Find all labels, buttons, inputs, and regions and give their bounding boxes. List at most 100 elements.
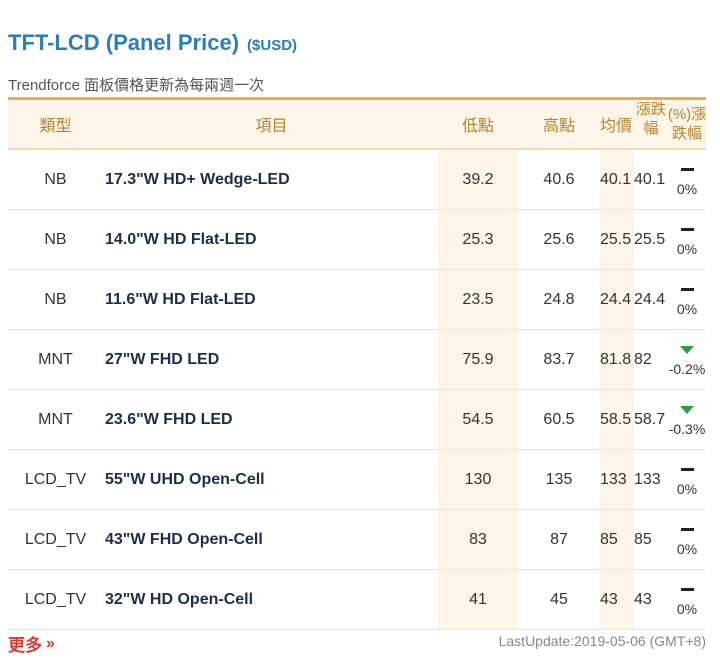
cell-last: 85 [634, 530, 652, 548]
flat-dash-icon [680, 168, 694, 171]
trend-indicator [680, 343, 694, 357]
title-main: TFT-LCD (Panel Price) [8, 30, 240, 55]
col-header-item: 項目 [255, 118, 288, 135]
col-header-low: 低點 [461, 118, 494, 135]
cell-low: 25.3 [438, 210, 518, 269]
col-header-avg: 均價 [600, 118, 633, 135]
change-percent: 0% [676, 300, 698, 317]
cell-low: 41 [438, 570, 518, 629]
cell-low: 39.2 [438, 150, 518, 209]
change-percent: 0% [676, 540, 698, 557]
cell-item[interactable]: 43"W FHD Open-Cell [103, 510, 438, 569]
page-title: TFT-LCD (Panel Price) ($USD) [8, 30, 297, 64]
trend-indicator [680, 283, 694, 297]
table-row[interactable]: LCD_TV 55"W UHD Open-Cell 130 135 133 133 0% [8, 450, 706, 510]
cell-low: 54.5 [438, 390, 518, 449]
flat-dash-icon [680, 288, 694, 291]
cell-last: 25.5 [634, 230, 666, 248]
cell-avg: 58.5 [600, 390, 634, 449]
cell-high: 40.6 [543, 170, 575, 188]
cell-high: 83.7 [543, 350, 575, 368]
cell-change: 0% [668, 270, 706, 329]
cell-avg: 133 [600, 450, 634, 509]
trend-indicator [680, 163, 694, 177]
cell-last: 133 [634, 470, 661, 488]
cell-last: 43 [634, 590, 652, 608]
cell-item[interactable]: 17.3"W HD+ Wedge-LED [103, 150, 438, 209]
table-row[interactable]: LCD_TV 32"W HD Open-Cell 41 45 43 43 0% [8, 570, 706, 630]
table-row[interactable]: MNT 23.6"W FHD LED 54.5 60.5 58.5 58.7 -0.3% [8, 390, 706, 450]
cell-change: 0% [668, 450, 706, 509]
cell-type: MNT [38, 410, 73, 428]
cell-last: 24.4 [634, 290, 666, 308]
table-row[interactable]: NB 14.0"W HD Flat-LED 25.3 25.6 25.5 25.5 0% [8, 210, 706, 270]
col-header-last-line1: 漲跌 [635, 101, 666, 118]
cell-avg: 25.5 [600, 210, 634, 269]
double-chevron-right-icon: » [46, 634, 55, 652]
table-row[interactable]: LCD_TV 43"W FHD Open-Cell 83 87 85 85 0% [8, 510, 706, 570]
trend-indicator [680, 583, 694, 597]
last-update-text: LastUpdate:2019-05-06 (GMT+8) [498, 633, 706, 649]
cell-type: MNT [38, 350, 73, 368]
item-name: 11.6"W HD Flat-LED [105, 290, 256, 308]
table-row[interactable]: NB 17.3"W HD+ Wedge-LED 39.2 40.6 40.1 40.1 0% [8, 150, 706, 210]
cell-avg: 81.8 [600, 330, 634, 389]
cell-change: -0.3% [668, 390, 706, 449]
col-header-last-line2: 幅 [643, 120, 659, 137]
cell-type: NB [44, 170, 67, 188]
cell-item[interactable]: 23.6"W FHD LED [103, 390, 438, 449]
cell-item[interactable]: 55"W UHD Open-Cell [103, 450, 438, 509]
cell-change: 0% [668, 510, 706, 569]
item-name: 32"W HD Open-Cell [105, 590, 254, 608]
table-row[interactable]: NB 11.6"W HD Flat-LED 23.5 24.8 24.4 24.4 0% [8, 270, 706, 330]
cell-low: 130 [438, 450, 518, 509]
change-percent: 0% [676, 240, 698, 257]
down-arrow-icon [680, 345, 694, 354]
cell-item[interactable]: 32"W HD Open-Cell [103, 570, 438, 629]
cell-low: 83 [438, 510, 518, 569]
cell-last: 58.7 [634, 410, 666, 428]
table-header-row: 類型 項目 低點 高點 均價 漲跌 幅 (%)漲 跌幅 [8, 100, 706, 150]
page-subtitle: Trendforce 面板價格更新為每兩週一次 [8, 77, 265, 94]
trend-indicator [680, 463, 694, 477]
table-row[interactable]: MNT 27"W FHD LED 75.9 83.7 81.8 82 -0.2% [8, 330, 706, 390]
cell-low: 75.9 [438, 330, 518, 389]
cell-item[interactable]: 27"W FHD LED [103, 330, 438, 389]
col-header-change-line2: 跌幅 [671, 125, 702, 142]
change-percent: 0% [676, 480, 698, 497]
cell-last: 82 [634, 350, 652, 368]
more-link[interactable]: 更多 » [8, 631, 55, 656]
cell-item[interactable]: 11.6"W HD Flat-LED [103, 270, 438, 329]
item-name: 14.0"W HD Flat-LED [105, 230, 257, 248]
change-percent: -0.3% [668, 420, 706, 437]
cell-type: LCD_TV [24, 470, 87, 488]
trend-indicator [680, 523, 694, 537]
down-arrow-icon [680, 405, 694, 414]
col-header-high: 高點 [542, 118, 575, 135]
cell-avg: 85 [600, 510, 634, 569]
trend-indicator [680, 223, 694, 237]
item-name: 27"W FHD LED [105, 350, 220, 368]
flat-dash-icon [680, 228, 694, 231]
item-name: 23.6"W FHD LED [105, 410, 233, 428]
cell-last: 40.1 [634, 170, 666, 188]
change-percent: -0.2% [668, 360, 706, 377]
cell-type: NB [44, 230, 67, 248]
trend-indicator [680, 403, 694, 417]
cell-type: LCD_TV [24, 530, 87, 548]
flat-dash-icon [680, 588, 694, 591]
cell-avg: 24.4 [600, 270, 634, 329]
cell-change: 0% [668, 150, 706, 209]
col-header-change-line1: (%)漲 [667, 106, 707, 123]
cell-low: 23.5 [438, 270, 518, 329]
cell-change: 0% [668, 570, 706, 629]
cell-high: 24.8 [543, 290, 575, 308]
cell-item[interactable]: 14.0"W HD Flat-LED [103, 210, 438, 269]
cell-high: 60.5 [543, 410, 575, 428]
change-percent: 0% [676, 180, 698, 197]
cell-type: LCD_TV [24, 590, 87, 608]
cell-high: 25.6 [543, 230, 575, 248]
item-name: 17.3"W HD+ Wedge-LED [105, 170, 290, 188]
cell-high: 45 [550, 590, 568, 608]
cell-change: 0% [668, 210, 706, 269]
